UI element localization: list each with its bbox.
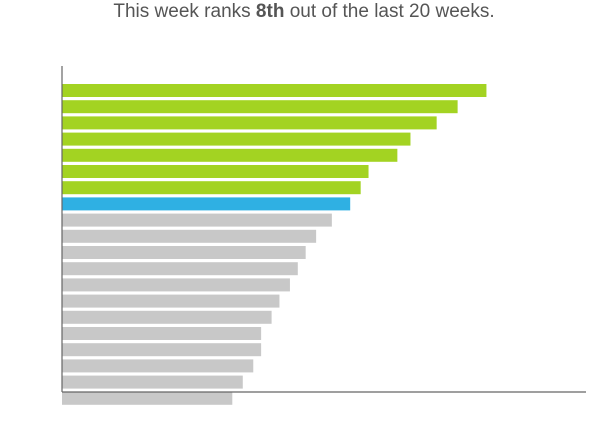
headline-suffix: out of the last 20 weeks.	[284, 1, 495, 22]
bar-week-10	[62, 229, 317, 243]
bar-current-week	[62, 197, 351, 211]
bar-week-9	[62, 213, 332, 227]
bar-week-6	[62, 165, 369, 178]
chart-headline: This week ranks 8th out of the last 20 w…	[0, 0, 608, 24]
bar-week-7	[62, 181, 361, 195]
bar-week-12	[62, 262, 298, 276]
bar-week-4	[62, 132, 411, 146]
bar-week-11	[62, 246, 306, 259]
bar-week-20	[62, 391, 233, 405]
bar-week-19	[62, 375, 243, 389]
bar-week-5	[62, 148, 398, 162]
bar-week-17	[62, 343, 262, 357]
bar-week-18	[62, 359, 254, 373]
bar-week-14	[62, 294, 280, 308]
bar-week-16	[62, 327, 262, 340]
bar-week-3	[62, 116, 437, 130]
bar-week-15	[62, 310, 272, 324]
bar-week-2	[62, 100, 458, 114]
bar-week-1	[62, 84, 487, 97]
headline-prefix: This week ranks	[113, 1, 256, 22]
headline-rank: 8th	[255, 1, 285, 22]
bar-week-13	[62, 278, 290, 292]
bars-group	[62, 84, 487, 405]
